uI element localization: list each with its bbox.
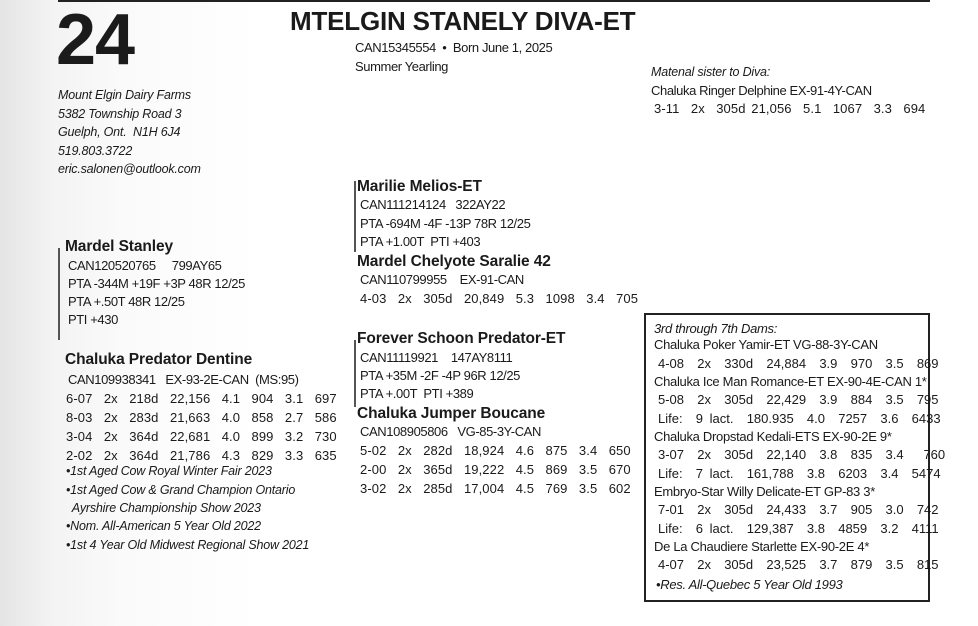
animal-name: MTELGIN STANELY DIVA-ET [290, 6, 636, 36]
dam-dam-record: 2-00 2x 365d 19,222 4.5 869 3.5 670 [360, 462, 631, 477]
animal-id: CAN15345554 • Born June 1, 2025 [355, 40, 553, 55]
sire-line: PTI +430 [68, 312, 118, 327]
sire-dam-name: Mardel Chelyote Saralie 42 [357, 253, 551, 270]
dam-award: Ayrshire Championship Show 2023 [69, 501, 261, 515]
dam-dam-line: CAN108905806 VG-85-3Y-CAN [360, 424, 541, 439]
consignor-address2: Guelph, Ont. N1H 6J4 [58, 125, 181, 139]
dam-award: •Nom. All-American 5 Year Old 2022 [66, 519, 261, 533]
dams-box-line: Life: 7 lact. 161,788 3.8 6203 3.4 5474 [658, 466, 941, 481]
dams-box-line: 7-01 2x 305d 24,433 3.7 905 3.0 742 [658, 502, 939, 517]
pedigree-bracket [58, 248, 60, 340]
dams-box-line: 4-07 2x 305d 23,525 3.7 879 3.5 815 [658, 557, 939, 572]
sire-name: Mardel Stanley [65, 238, 174, 255]
dam-sire-line: PTA +.00T PTI +389 [360, 386, 474, 401]
dams-box-line: Chaluka Ice Man Romance-ET EX-90-4E-CAN … [654, 374, 927, 389]
dam-sire-line: PTA +35M -2F -4P 96R 12/25 [360, 368, 521, 383]
dam-sire-name: Forever Schoon Predator-ET [357, 330, 566, 347]
dam-award: •1st 4 Year Old Midwest Regional Show 20… [66, 538, 310, 552]
dam-dam-name: Chaluka Jumper Boucane [357, 405, 546, 422]
pedigree-bracket [354, 181, 356, 252]
sire-line: PTA -344M +19F +3P 48R 12/25 [68, 276, 245, 291]
consignor-email: eric.salonen@outlook.com [58, 162, 201, 176]
dam-award: •1st Aged Cow Royal Winter Fair 2023 [66, 464, 272, 478]
sire-dam-line: CAN110799955 EX-91-CAN [360, 272, 524, 287]
dam-record: 8-03 2x 283d 21,663 4.0 858 2.7 586 [66, 410, 337, 425]
dam-name: Chaluka Predator Dentine [65, 351, 253, 368]
dam-record: 2-02 2x 364d 21,786 4.3 829 3.3 635 [66, 448, 337, 463]
sire-dam-record: 4-03 2x 305d 20,849 5.3 1098 3.4 705 [360, 291, 639, 306]
dam-line: CAN109938341 EX-93-2E-CAN (MS:95) [68, 372, 299, 387]
dams-box-line: Embryo-Star Willy Delicate-ET GP-83 3* [654, 484, 875, 499]
dams-box-line: Life: 9 lact. 180.935 4.0 7257 3.6 6433 [658, 411, 941, 426]
consignor-phone: 519.803.3722 [58, 144, 133, 158]
dams-box-heading: 3rd through 7th Dams: [654, 321, 778, 336]
dams-box-line: 3-07 2x 305d 22,140 3.8 835 3.4 760 [658, 447, 946, 462]
dam-dam-record: 5-02 2x 282d 18,924 4.6 875 3.4 650 [360, 443, 631, 458]
dam-award: •1st Aged Cow & Grand Champion Ontario [66, 483, 296, 497]
sire-sire-name: Marilie Melios-ET [357, 178, 482, 195]
top-rule [58, 0, 930, 2]
sire-sire-line: PTA +1.00T PTI +403 [360, 234, 481, 249]
sire-sire-line: PTA -694M -4F -13P 78R 12/25 [360, 216, 531, 231]
maternal-sister-record: 3-11 2x 305d 21,056 5.1 1067 3.3 694 [654, 101, 926, 116]
consignor-farm: Mount Elgin Dairy Farms [58, 88, 191, 102]
dams-box: 3rd through 7th Dams: Chaluka Poker Yami… [644, 313, 945, 602]
dams-box-line: Chaluka Dropstad Kedali-ETS EX-90-2E 9* [654, 429, 892, 444]
maternal-sister-name: Chaluka Ringer Delphine EX-91-4Y-CAN [651, 83, 872, 98]
lot-number: 24 [56, 0, 135, 80]
dam-record: 6-07 2x 218d 22,156 4.1 904 3.1 697 [66, 391, 337, 406]
sire-line: PTA +.50T 48R 12/25 [68, 294, 185, 309]
dam-record: 3-04 2x 364d 22,681 4.0 899 3.2 730 [66, 429, 337, 444]
dams-box-line: 4-08 2x 330d 24,884 3.9 970 3.5 869 [658, 356, 939, 371]
dams-box-line: Life: 6 lact. 129,387 3.8 4859 3.2 4111 [658, 521, 939, 536]
dam-sire-line: CAN11119921 147AY8111 [360, 350, 513, 365]
pedigree-bracket [354, 340, 356, 407]
sire-line: CAN120520765 799AY65 [68, 258, 222, 273]
dams-box-line: De La Chaudiere Starlette EX-90-2E 4* [654, 539, 870, 554]
animal-class: Summer Yearling [355, 59, 448, 74]
dams-box-line: 5-08 2x 305d 22,429 3.9 884 3.5 795 [658, 392, 939, 407]
dams-box-line: Chaluka Poker Yamir-ET VG-88-3Y-CAN [654, 337, 878, 352]
dam-dam-record: 3-02 2x 285d 17,004 4.5 769 3.5 602 [360, 481, 631, 496]
sire-sire-line: CAN111214124 322AY22 [360, 197, 506, 212]
consignor-address1: 5382 Township Road 3 [58, 107, 182, 121]
dams-box-note: •Res. All-Quebec 5 Year Old 1993 [656, 577, 843, 592]
maternal-sister-heading: Matenal sister to Diva: [651, 65, 771, 79]
